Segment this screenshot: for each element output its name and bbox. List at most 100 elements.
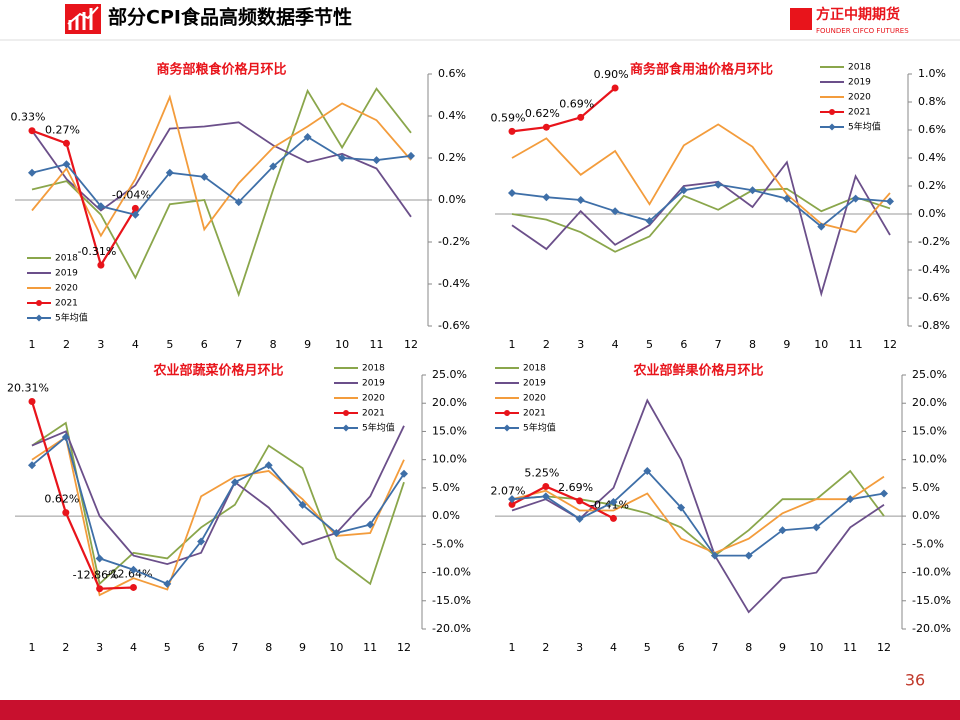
- logo-text: 方正中期期货: [816, 6, 900, 23]
- data-label: -12.64%: [106, 567, 152, 580]
- point-marker: [366, 520, 375, 529]
- legend-label: 2018: [523, 364, 546, 374]
- legend-label: 5年均值: [362, 422, 395, 434]
- x-tick-label: 11: [363, 641, 377, 654]
- x-tick-label: 8: [745, 641, 752, 654]
- series-line: [31, 87, 412, 298]
- legend-marker: [829, 109, 835, 115]
- x-tick-label: 11: [843, 641, 857, 654]
- point-marker: [400, 469, 408, 478]
- y-tick-label: 25.0%: [432, 368, 467, 381]
- x-tick-label: 1: [29, 338, 36, 351]
- x-tick-label: 5: [166, 338, 173, 351]
- y-tick-label: 0.6%: [438, 67, 466, 80]
- legend-label: 2021: [848, 108, 871, 118]
- point-marker: [407, 151, 415, 160]
- data-label: -12.86%: [73, 569, 119, 582]
- legend-label: 2020: [362, 394, 385, 404]
- x-tick-label: 9: [779, 641, 786, 654]
- point-marker: [886, 197, 894, 206]
- x-tick-label: 7: [235, 338, 242, 351]
- data-label: -0.04%: [112, 188, 151, 201]
- x-tick-label: 9: [783, 338, 790, 351]
- data-label: 20.31%: [7, 381, 49, 394]
- point-marker: [508, 495, 516, 504]
- x-tick-label: 2: [63, 338, 70, 351]
- y-tick-label: -0.4%: [438, 277, 470, 290]
- data-label: 0.62%: [525, 107, 560, 120]
- series-line: [511, 160, 891, 298]
- chart-title: 农业部鲜果价格月环比: [632, 363, 763, 379]
- x-tick-label: 5: [646, 338, 653, 351]
- y-tick-label: -0.2%: [438, 235, 470, 248]
- legend-label: 2020: [55, 284, 78, 294]
- legend-marker: [342, 424, 350, 432]
- series-line: [511, 123, 891, 234]
- x-tick-label: 8: [749, 338, 756, 351]
- x-tick-label: 7: [231, 641, 238, 654]
- footer-bar: [0, 700, 960, 720]
- y-tick-label: -0.4%: [918, 263, 950, 276]
- point-marker: [264, 461, 273, 470]
- point-marker: [508, 189, 516, 197]
- point-marker: [28, 127, 36, 135]
- y-tick-label: 1.0%: [918, 67, 946, 80]
- slide-title: 部分CPI食品高频数据季节性: [108, 6, 352, 29]
- y-tick-label: 10.0%: [432, 453, 467, 466]
- data-label: 0.33%: [11, 111, 46, 124]
- point-marker: [332, 529, 341, 538]
- point-marker: [748, 186, 757, 195]
- y-tick-label: -10.0%: [912, 566, 951, 579]
- point-marker: [508, 127, 516, 135]
- point-marker: [372, 156, 381, 165]
- point-marker: [542, 193, 551, 202]
- x-tick-label: 1: [509, 641, 516, 654]
- page-number: 36: [905, 671, 925, 690]
- point-marker: [576, 196, 585, 204]
- y-tick-label: -0.2%: [918, 235, 950, 248]
- series-line: [511, 475, 885, 554]
- point-marker: [28, 461, 36, 470]
- point-marker: [541, 492, 550, 501]
- y-tick-label: -20.0%: [432, 622, 471, 635]
- x-tick-label: 12: [877, 641, 891, 654]
- legend-label: 5年均值: [523, 422, 556, 434]
- point-marker: [303, 133, 312, 141]
- x-tick-label: 12: [397, 641, 411, 654]
- series-line: [30, 401, 134, 590]
- y-tick-label: -0.6%: [918, 291, 950, 304]
- legend-label: 2021: [362, 409, 385, 419]
- x-tick-label: 2: [542, 641, 549, 654]
- series-line: [31, 121, 412, 218]
- x-tick-label: 4: [612, 338, 619, 351]
- x-tick-label: 9: [304, 338, 311, 351]
- point-marker: [129, 583, 137, 591]
- y-tick-label: -5.0%: [912, 537, 944, 550]
- series-line: [31, 135, 412, 216]
- point-marker: [200, 172, 209, 181]
- logo-mark: [790, 8, 812, 30]
- x-tick-label: 6: [678, 641, 685, 654]
- point-marker: [611, 207, 620, 216]
- x-tick-label: 12: [883, 338, 897, 351]
- series-line: [511, 87, 616, 133]
- legend-marker: [828, 123, 836, 131]
- point-marker: [611, 84, 619, 92]
- x-tick-label: 6: [198, 641, 205, 654]
- y-tick-label: -20.0%: [912, 622, 951, 635]
- x-tick-label: 7: [715, 338, 722, 351]
- point-marker: [234, 198, 243, 207]
- series-line: [511, 398, 885, 614]
- x-tick-label: 10: [809, 641, 823, 654]
- chart-title: 商务部粮食价格月环比: [156, 62, 286, 78]
- x-tick-label: 3: [577, 338, 584, 351]
- legend-marker: [503, 424, 511, 432]
- point-marker: [131, 204, 139, 212]
- point-marker: [230, 478, 239, 487]
- point-marker: [131, 210, 140, 219]
- legend-label: 2019: [848, 78, 871, 88]
- point-marker: [269, 162, 278, 171]
- data-label: 5.25%: [524, 466, 559, 479]
- point-marker: [165, 168, 174, 177]
- legend-marker: [36, 300, 42, 306]
